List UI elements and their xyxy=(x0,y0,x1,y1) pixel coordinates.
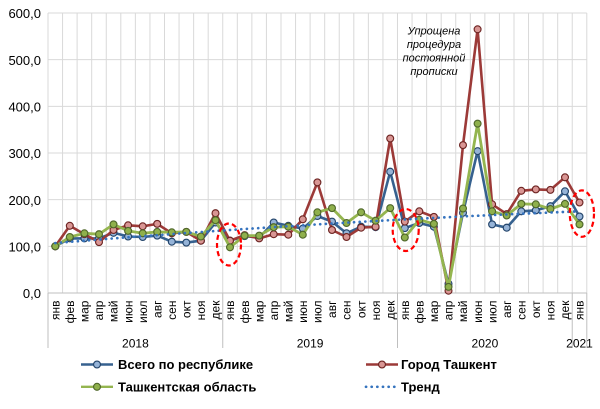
svg-text:дек: дек xyxy=(383,300,397,320)
svg-text:прописки: прописки xyxy=(410,66,457,78)
svg-text:Город Ташкент: Город Ташкент xyxy=(401,357,497,372)
svg-text:ноя: ноя xyxy=(544,301,558,321)
svg-text:600,0: 600,0 xyxy=(8,6,41,21)
svg-text:2020: 2020 xyxy=(472,336,499,350)
svg-text:мар: мар xyxy=(252,300,266,322)
svg-text:май: май xyxy=(456,301,470,323)
svg-text:300,0: 300,0 xyxy=(8,146,41,161)
svg-text:мар: мар xyxy=(78,300,92,322)
svg-text:фев: фев xyxy=(413,301,427,324)
svg-text:янв: янв xyxy=(398,301,412,321)
svg-text:июн: июн xyxy=(296,301,310,323)
svg-text:100,0: 100,0 xyxy=(8,240,41,255)
svg-text:окт: окт xyxy=(529,300,543,318)
svg-text:июн: июн xyxy=(471,301,485,323)
svg-text:фев: фев xyxy=(238,301,252,324)
svg-text:авг: авг xyxy=(150,300,164,318)
svg-text:окт: окт xyxy=(354,300,368,318)
svg-text:апр: апр xyxy=(267,300,281,320)
svg-text:постоянной: постоянной xyxy=(403,53,466,65)
svg-text:2021: 2021 xyxy=(566,336,593,350)
svg-text:апр: апр xyxy=(442,300,456,320)
svg-text:мар: мар xyxy=(427,300,441,322)
svg-text:сен: сен xyxy=(165,301,179,320)
svg-text:авг: авг xyxy=(325,300,339,318)
svg-text:процедура: процедура xyxy=(407,39,461,51)
svg-text:янв: янв xyxy=(573,301,587,321)
svg-text:фев: фев xyxy=(63,301,77,324)
svg-text:2019: 2019 xyxy=(297,336,324,350)
svg-text:сен: сен xyxy=(340,301,354,320)
svg-text:май: май xyxy=(107,301,121,323)
svg-text:июл: июл xyxy=(136,301,150,323)
svg-text:Всего по республике: Всего по республике xyxy=(118,357,253,372)
svg-text:июл: июл xyxy=(485,301,499,323)
svg-text:июл: июл xyxy=(311,301,325,323)
svg-text:авг: авг xyxy=(500,300,514,318)
svg-text:дек: дек xyxy=(209,300,223,320)
svg-text:Тренд: Тренд xyxy=(401,379,440,394)
svg-text:сен: сен xyxy=(515,301,529,320)
svg-text:май: май xyxy=(282,301,296,323)
svg-text:2018: 2018 xyxy=(122,336,149,350)
svg-text:500,0: 500,0 xyxy=(8,53,41,68)
svg-text:янв: янв xyxy=(223,301,237,321)
svg-text:Упрощена: Упрощена xyxy=(407,26,461,38)
svg-text:0,0: 0,0 xyxy=(23,286,41,301)
svg-text:200,0: 200,0 xyxy=(8,193,41,208)
svg-text:ноя: ноя xyxy=(194,301,208,321)
svg-text:ноя: ноя xyxy=(369,301,383,321)
svg-text:окт: окт xyxy=(180,300,194,318)
svg-text:Ташкентская область: Ташкентская область xyxy=(118,379,256,394)
svg-text:апр: апр xyxy=(92,300,106,320)
svg-text:июн: июн xyxy=(121,301,135,323)
svg-text:дек: дек xyxy=(558,300,572,320)
svg-text:янв: янв xyxy=(49,301,63,321)
svg-text:400,0: 400,0 xyxy=(8,100,41,115)
